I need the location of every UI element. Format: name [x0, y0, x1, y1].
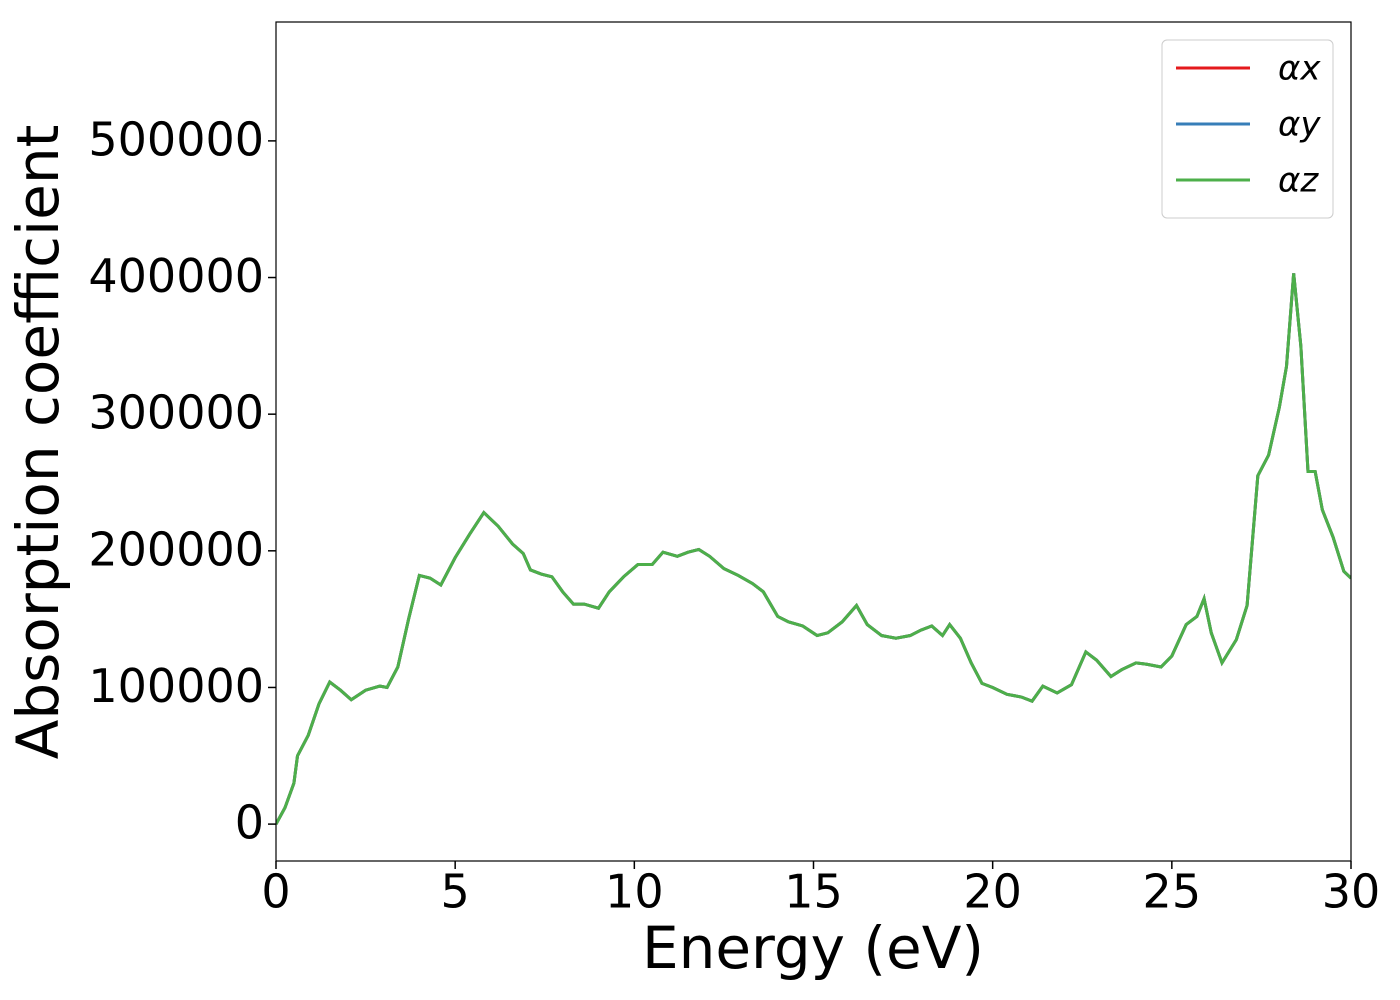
- series-line: [276, 273, 1351, 825]
- x-tick-label: 25: [1143, 865, 1202, 919]
- y-axis-label: Absorption coefficient: [4, 125, 72, 760]
- y-tick-label: 0: [235, 796, 264, 850]
- y-tick-label: 500000: [88, 112, 264, 166]
- x-tick-label: 15: [784, 865, 843, 919]
- x-axis-label: Energy (eV): [642, 914, 984, 982]
- y-tick-label: 100000: [88, 659, 264, 713]
- x-tick-label: 5: [441, 865, 470, 919]
- legend-label: αx: [1278, 49, 1321, 89]
- plot-frame: [275, 21, 1352, 862]
- series-line: [276, 273, 1351, 825]
- x-tick-label: 10: [605, 865, 664, 919]
- x-tick-label: 0: [261, 865, 290, 919]
- legend-label: αz: [1278, 161, 1319, 201]
- legend-box: [1161, 39, 1334, 219]
- x-tick-label: 20: [963, 865, 1022, 919]
- y-tick-label: 300000: [88, 386, 264, 440]
- x-tick-label: 30: [1322, 865, 1381, 919]
- y-tick-label: 200000: [88, 522, 264, 576]
- legend-label: αy: [1278, 105, 1321, 145]
- series-line: [276, 273, 1351, 825]
- y-tick-label: 400000: [88, 249, 264, 303]
